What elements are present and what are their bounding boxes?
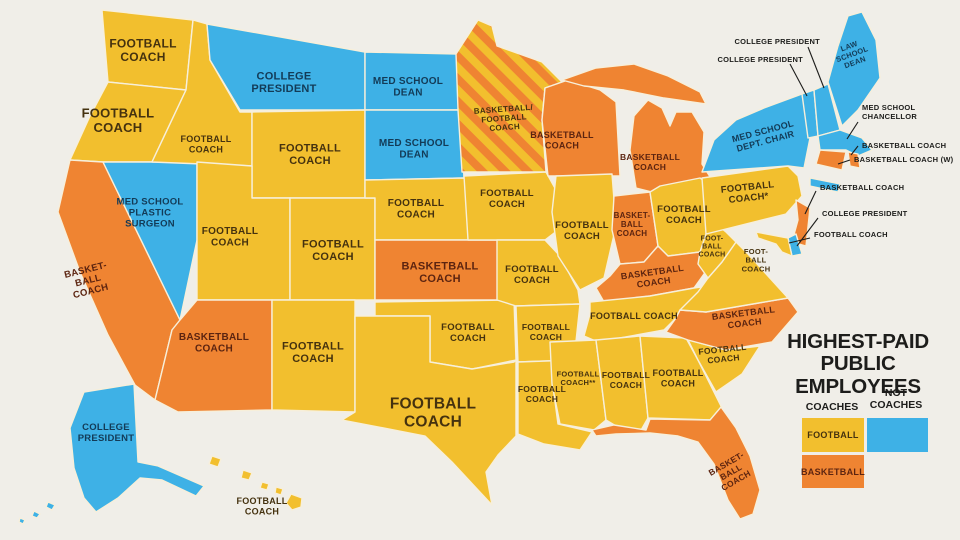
callout-line-ct [837,159,851,165]
callout-line-ma [846,121,859,140]
state-label-tn: FOOTBALL COACH [590,311,678,321]
state-label-oh: FOOTBALL COACH [657,204,711,226]
state-ga [639,335,723,421]
state-label-al: FOOTBALL COACH [602,370,650,390]
state-label-mi: BASKETBALL COACH [620,152,680,172]
state-shapes-layer [18,9,881,525]
callout-label-ct: BASKETBALL COACH (W) [854,155,954,164]
state-il [551,173,617,291]
state-label-hi: FOOTBALL COACH [237,496,288,516]
state-label-va: FOOT-BALL COACH [742,247,771,273]
state-ky [595,245,715,303]
state-me [827,11,881,127]
state-label-nv: MED SCHOOL PLASTIC SURGEON [117,197,184,230]
state-label-in: BASKET-BALL COACH [614,211,651,238]
state-wi [541,79,621,177]
callout-label-ma: MED SCHOOL CHANCELLOR [862,103,917,121]
state-label-id: FOOTBALL COACH [181,134,232,154]
state-label-il: FOOTBALL COACH [555,220,609,242]
legend-title-line1: HIGHEST-PAID [787,330,929,353]
state-md [755,231,793,257]
state-label-sc: FOOTBALLCOACH [698,342,748,367]
callout-line-md [788,237,811,244]
legend-not-coaches-swatch [867,418,928,452]
state-label-ak: COLLEGE PRESIDENT [78,422,135,444]
state-label-pa: FOOTBALLCOACH* [720,179,776,206]
state-label-wa: FOOTBALL COACH [109,36,176,64]
state-label-tx: FOOTBALL COACH [390,396,476,431]
legend-football-swatch: FOOTBALL [802,418,864,452]
state-ak [18,383,205,525]
state-label-wy: FOOTBALL COACH [279,143,341,168]
state-label-co: FOOTBALL COACH [302,239,364,264]
state-label-mn: BASKETBALL/FOOTBALLCOACH [474,103,535,134]
state-label-az: BASKETBALL COACH [179,332,249,354]
state-mt [206,23,366,111]
legend-title-line2: PUBLIC EMPLOYEES [795,352,921,398]
callout-line-de [796,217,819,247]
state-label-me: LAWSCHOOLDEAN [832,36,873,72]
state-label-mt: COLLEGE PRESIDENT [251,71,316,96]
callout-label-ri: BASKETBALL COACH [862,141,946,150]
coaches-heading: COACHES [805,401,859,413]
state-tx [341,315,517,506]
state-label-wv: FOOT-BALL COACH [699,236,726,259]
callout-label-vt: COLLEGE PRESIDENT [717,55,803,64]
state-label-nm: FOOTBALL COACH [282,341,344,366]
state-label-or: FOOTBALL COACH [82,105,155,135]
callout-label-de: COLLEGE PRESIDENT [822,209,908,218]
legend-title: HIGHEST-PAID PUBLIC EMPLOYEES [756,330,960,398]
callout-label-nj: BASKETBALL COACH [820,183,904,192]
callout-line-ri [850,145,859,156]
state-hi [208,455,303,511]
state-label-ar: FOOTBALL COACH [522,322,570,342]
callout-label-md: FOOTBALL COACH [814,230,888,239]
state-label-mo: FOOTBALL COACH [505,264,559,286]
callout-line-vt [789,63,808,97]
state-label-ga: FOOTBALL COACH [653,368,704,388]
state-label-wi: BASKETBALL COACH [530,130,594,150]
state-label-ne: FOOTBALL COACH [388,198,444,220]
state-label-sd: MED SCHOOL DEAN [379,138,449,160]
state-az [154,299,273,413]
legend-football-label: FOOTBALL [807,430,859,440]
legend-basketball-label: BASKETBALL [801,466,865,477]
callout-label-nh: COLLEGE PRESIDENT [734,37,820,46]
callout-line-nh [807,46,825,89]
legend-basketball-swatch: BASKETBALL [801,455,865,488]
state-label-ut: FOOTBALL COACH [202,226,258,248]
state-label-ms: FOOTBALL COACH** [557,369,600,387]
callout-line-nj [804,190,817,215]
state-ct [815,149,847,171]
not-coaches-heading: NOT COACHES [869,387,923,412]
state-label-la: FOOTBALL COACH [518,384,566,404]
state-label-nd: MED SCHOOL DEAN [373,76,443,98]
state-fl [591,406,761,520]
state-label-ia: FOOTBALL COACH [480,188,534,210]
state-label-ok: FOOTBALL COACH [441,322,495,344]
state-label-ks: BASKETBALL COACH [401,261,478,286]
state-ri [847,151,861,169]
